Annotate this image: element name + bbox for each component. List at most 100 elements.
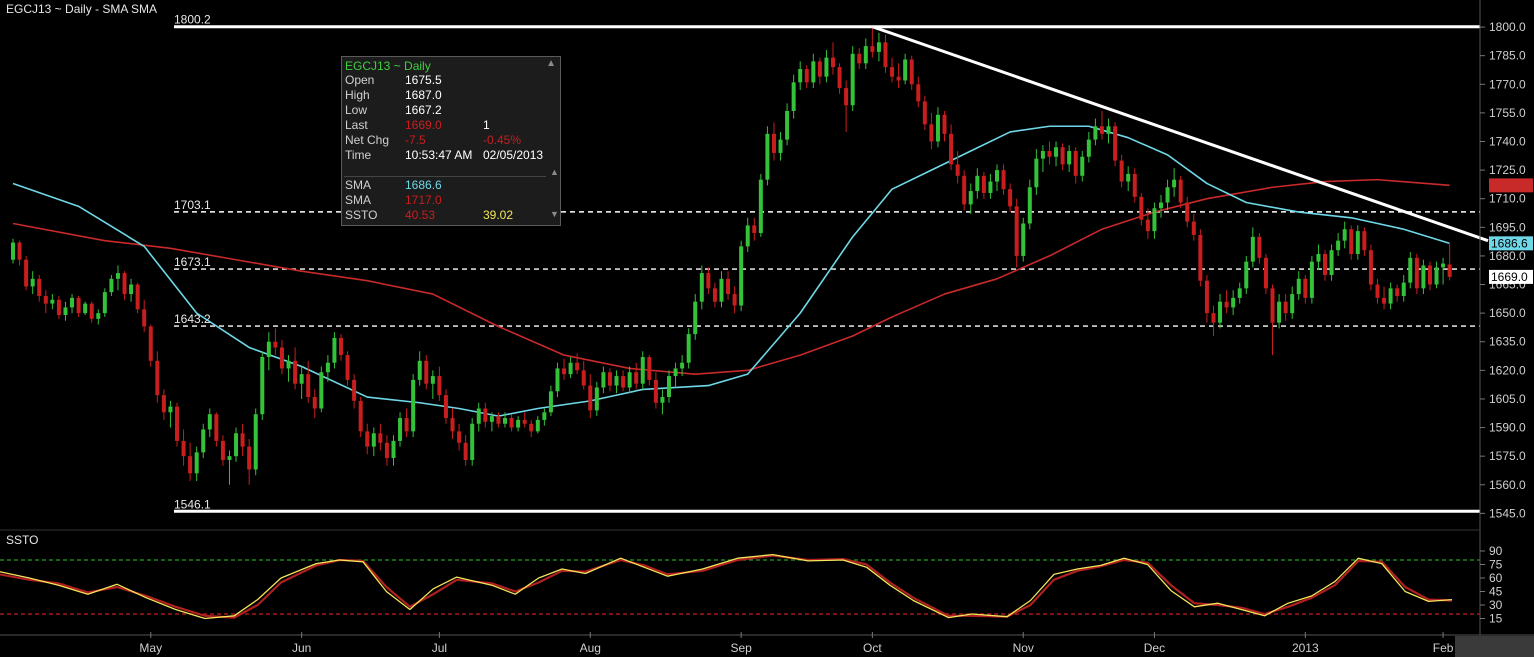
candle-body: [575, 362, 580, 371]
candle: [594, 381, 599, 417]
candle-body: [240, 433, 245, 447]
candle: [640, 351, 645, 390]
candle: [588, 374, 593, 419]
ssto-tick-label: 60: [1489, 571, 1503, 585]
candle: [542, 408, 547, 426]
candle-body: [1355, 231, 1360, 255]
candle: [1067, 145, 1072, 173]
data-window-value-2: 02/05/2013: [483, 148, 544, 162]
candle-body: [1375, 284, 1380, 298]
candle-body: [102, 292, 107, 314]
candle-body: [890, 67, 895, 77]
candle: [1159, 194, 1163, 218]
candle: [1368, 244, 1373, 291]
candle-body: [50, 299, 55, 304]
candle-body: [699, 273, 704, 302]
data-window[interactable]: EGCJ13 ~ Daily ▲ Open 1675.5 High 1687.0 Low…: [341, 56, 561, 226]
data-window-row: SSTO 40.53 39.02: [345, 208, 557, 223]
candle-body: [1139, 196, 1144, 220]
candle-body: [752, 225, 757, 234]
candle-body: [1316, 254, 1321, 262]
candle: [955, 151, 960, 184]
candle-body: [437, 376, 442, 396]
candle-body: [1296, 278, 1301, 295]
candle-body: [286, 360, 291, 369]
candle-body: [96, 313, 101, 319]
candle-body: [607, 372, 612, 386]
data-window-label: Open: [345, 73, 375, 87]
candle: [811, 53, 816, 89]
candle: [863, 38, 868, 70]
candle-body: [942, 114, 947, 134]
candle-body: [1093, 126, 1098, 140]
candle: [207, 408, 212, 438]
candle-body: [903, 59, 908, 81]
candle-body: [489, 416, 494, 422]
candle: [430, 370, 435, 399]
candle: [509, 414, 514, 432]
candle: [1257, 233, 1262, 264]
candle-body: [522, 419, 527, 424]
candle: [17, 240, 22, 266]
candle: [24, 255, 29, 291]
candle-body: [1349, 229, 1354, 255]
candle: [1362, 227, 1367, 256]
candle-body: [857, 53, 862, 64]
data-window-controls[interactable]: ▲: [546, 58, 556, 69]
candle: [1211, 305, 1216, 337]
candle: [1237, 282, 1242, 304]
candle: [1165, 179, 1170, 211]
candle-body: [778, 139, 783, 153]
candle: [43, 290, 48, 314]
candle-body: [1283, 301, 1288, 314]
candle: [56, 295, 61, 319]
candle: [417, 351, 422, 386]
candle-body: [962, 175, 967, 205]
candle: [424, 355, 429, 390]
data-window-row: Open 1675.5: [345, 73, 557, 88]
candle-body: [122, 273, 127, 295]
candle: [306, 360, 311, 403]
x-tick-label: Nov: [1013, 641, 1034, 655]
candle: [778, 131, 783, 161]
candle-body: [726, 278, 731, 295]
candle: [1309, 255, 1314, 304]
candle: [1388, 282, 1393, 310]
candle-body: [306, 374, 311, 398]
candle-body: [457, 431, 462, 443]
candle-body: [168, 406, 173, 413]
candle: [1290, 286, 1295, 319]
candle-body: [1414, 257, 1419, 289]
candle: [201, 423, 206, 459]
scroll-up-icon[interactable]: ▲: [550, 167, 559, 177]
candle-body: [1191, 221, 1196, 235]
candle-body: [109, 278, 114, 293]
candle: [699, 265, 704, 310]
candle: [562, 358, 567, 380]
candle-body: [365, 431, 370, 447]
data-window-value: 1675.5: [405, 73, 442, 87]
ssto-tick-label: 30: [1489, 598, 1503, 612]
candle: [1001, 164, 1006, 195]
candle-body: [1401, 282, 1406, 296]
candle: [555, 362, 560, 398]
candle: [352, 374, 357, 409]
candle: [437, 366, 442, 401]
ssto-tick-label: 75: [1489, 558, 1503, 572]
candle-body: [37, 278, 42, 296]
candle: [824, 49, 829, 83]
data-window-label: Time: [345, 148, 372, 162]
candle: [450, 408, 455, 439]
candle-body: [293, 360, 298, 384]
candle-body: [614, 376, 619, 386]
candle: [785, 103, 790, 146]
data-window-label: SMA: [345, 178, 372, 192]
candle-body: [1021, 223, 1026, 256]
candle: [876, 32, 881, 62]
candle-body: [470, 423, 475, 460]
scroll-down-icon[interactable]: ▼: [550, 209, 559, 219]
candle: [837, 63, 842, 94]
candle: [817, 57, 822, 85]
candle-body: [621, 376, 626, 388]
candle: [981, 172, 986, 199]
